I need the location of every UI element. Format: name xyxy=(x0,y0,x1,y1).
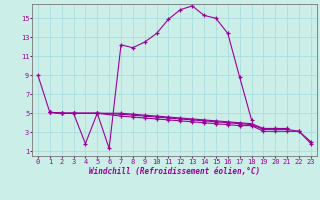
X-axis label: Windchill (Refroidissement éolien,°C): Windchill (Refroidissement éolien,°C) xyxy=(89,167,260,176)
